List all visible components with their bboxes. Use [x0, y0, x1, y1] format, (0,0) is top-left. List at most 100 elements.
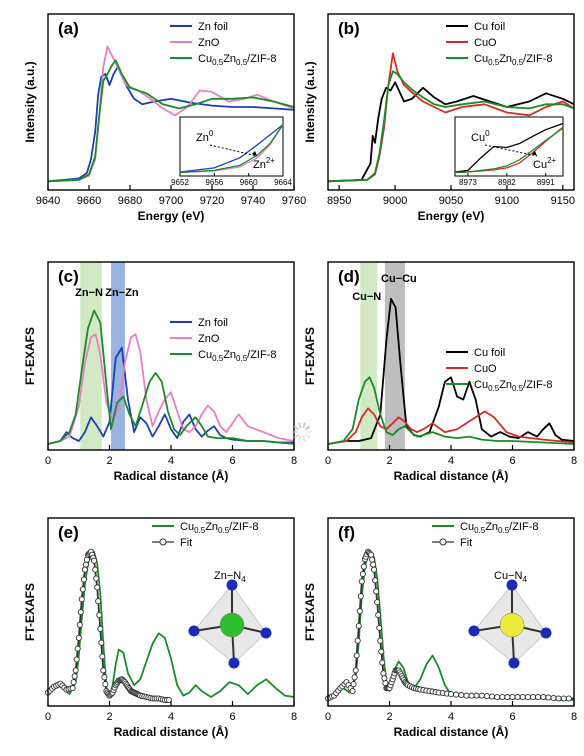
legend-marker	[159, 538, 167, 546]
panel-letter: (b)	[338, 19, 360, 38]
x-tick-label: 6	[229, 455, 235, 467]
inset-series-2	[454, 127, 564, 174]
fit-point-83	[458, 692, 465, 699]
x-tick-label: 4	[168, 711, 174, 723]
y-axis-label: FT-EXAFS	[303, 583, 317, 641]
x-tick-label: 9640	[36, 195, 60, 207]
x-tick-label: 2	[106, 455, 112, 467]
band-label-0: Zn−N	[75, 287, 103, 299]
inset-tick-label: 9660	[240, 178, 258, 187]
fit-point-32	[370, 561, 377, 568]
fit-point-22	[359, 570, 366, 578]
inset-tick-label: 8973	[459, 178, 477, 187]
x-tick-label: 9000	[383, 195, 407, 207]
fit-point-42	[380, 670, 387, 677]
x-axis-label: Radical distance (Å)	[114, 468, 229, 483]
fit-point-25	[82, 561, 89, 568]
fit-point-43	[101, 674, 108, 681]
fit-point-16	[73, 656, 80, 663]
x-tick-label: 8950	[327, 195, 351, 207]
inset-tick-label: 8982	[498, 178, 516, 187]
fit-point-40	[98, 639, 105, 646]
fit-point-33	[371, 566, 378, 573]
x-tick-label: 9660	[77, 195, 101, 207]
x-tick-label: 8	[291, 455, 297, 467]
x-tick-label: 9150	[551, 195, 575, 207]
spinner-tick	[293, 434, 299, 439]
band-label-1: Zn−Zn	[105, 287, 139, 299]
inset-annotation-0: Zn0	[196, 129, 214, 144]
series-line-1	[47, 550, 171, 701]
x-tick-label: 4	[448, 711, 454, 723]
x-tick-label: 2	[386, 711, 392, 723]
legend-label: Fit	[460, 537, 472, 549]
y-axis-label: Intensity (a.u.)	[23, 61, 37, 142]
panel-letter: (f)	[338, 523, 355, 542]
series-line-2	[327, 376, 575, 445]
fit-point-40	[378, 648, 385, 655]
x-tick-label: 9720	[200, 195, 224, 207]
fit-point-35	[93, 575, 100, 582]
fit-point-37	[375, 611, 382, 619]
fit-point-38	[376, 624, 383, 631]
series-line-2	[47, 309, 295, 445]
fit-point-85	[468, 692, 475, 699]
n-atom-1	[468, 625, 480, 637]
fit-point-14	[71, 673, 78, 680]
fit-point-17	[74, 645, 81, 652]
structure-label: Cu−N4	[494, 570, 527, 584]
legend-label: ZnO	[198, 333, 220, 345]
fit-point-41	[379, 659, 386, 666]
fit-point-84	[463, 692, 470, 699]
inset-arrow	[484, 144, 538, 157]
fit-point-92	[165, 696, 172, 704]
panel-b: 8950 9000 9050 9100 9150 Energy (eV) Intensity…	[303, 13, 575, 223]
legend-label: CuO	[474, 37, 497, 49]
fit-point-100	[545, 694, 552, 701]
panel-f: 0 2 4 6 8 Radical distance (Å) FT-EXAFS (f) Cu0.…	[303, 517, 577, 739]
structure-label: Zn−N4	[214, 570, 246, 584]
fit-point-36	[374, 599, 381, 606]
metal-atom	[219, 612, 245, 638]
series-line-2	[47, 59, 295, 183]
structure-f: Cu−N4	[468, 570, 552, 669]
spinner-tick	[305, 434, 311, 439]
panel-letter: (e)	[58, 523, 79, 542]
x-tick-label: 4	[448, 455, 454, 467]
fit-point-12	[69, 685, 76, 692]
legend-label: Cu0.5Zn0.5/ZIF-8	[474, 379, 553, 393]
inset-arrowhead	[532, 151, 537, 156]
inset-tick-label: 8991	[537, 178, 555, 187]
legend-label: Cu foil	[474, 347, 505, 359]
x-tick-label: 8	[571, 711, 577, 723]
n-atom-3	[508, 657, 520, 669]
legend-label: Zn foil	[198, 317, 228, 329]
x-tick-label: 9700	[159, 195, 183, 207]
inset-arrowhead	[252, 151, 257, 156]
inset-tick-label: 9652	[171, 178, 189, 187]
x-tick-label: 0	[45, 455, 51, 467]
fit-point-39	[377, 637, 384, 644]
x-tick-label: 9100	[495, 195, 519, 207]
x-tick-label: 6	[229, 711, 235, 723]
x-tick-label: 0	[325, 455, 331, 467]
fit-point-89	[488, 693, 496, 700]
fit-point-82	[453, 691, 460, 698]
inset-annotation-0: Cu0	[471, 129, 490, 144]
fit-point-86	[473, 692, 480, 699]
x-tick-label: 9050	[439, 195, 463, 207]
panel-a: 9640 9660 9680 9700 9720 9740 9760 Energy (eV) I…	[23, 13, 306, 223]
fit-point-20	[77, 609, 84, 616]
x-tick-label: 8	[571, 455, 577, 467]
fit-point-15	[72, 667, 79, 674]
fit-point-21	[358, 578, 365, 585]
series-line-2	[327, 70, 575, 183]
legend-label: Fit	[180, 537, 192, 549]
x-tick-label: 8	[291, 711, 297, 723]
fit-point-20	[357, 593, 364, 600]
fit-point-21	[78, 596, 85, 603]
fit-point-90	[494, 693, 501, 701]
fit-point-98	[535, 693, 542, 701]
spinner-tick	[293, 425, 299, 430]
panel-letter: (c)	[58, 267, 79, 286]
